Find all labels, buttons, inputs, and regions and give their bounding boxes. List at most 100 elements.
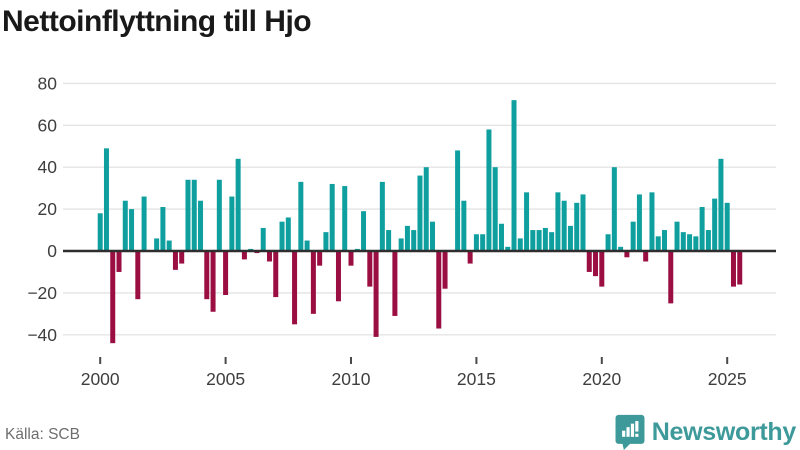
bar-positive	[473, 234, 479, 251]
bar-positive	[417, 175, 423, 251]
bar-positive	[662, 230, 667, 251]
bar-negative	[241, 251, 247, 260]
bar-positive	[724, 202, 730, 251]
y-axis-label: 80	[38, 73, 58, 93]
bar-negative	[335, 251, 341, 302]
y-axis-label: −20	[27, 283, 57, 303]
bar-positive	[580, 194, 586, 252]
y-axis-label: 0	[47, 241, 57, 261]
bar-positive	[103, 148, 109, 251]
chart-title: Nettoinflyttning till Hjo	[2, 5, 312, 38]
bar-positive	[398, 238, 404, 251]
bar-positive	[304, 240, 310, 252]
logo-bubble	[615, 414, 645, 450]
bar-negative	[172, 251, 178, 270]
bar-positive	[561, 200, 567, 251]
bar-negative	[737, 251, 743, 285]
bar-positive	[455, 150, 461, 251]
bar-negative	[204, 251, 210, 300]
bar-negative	[135, 251, 141, 300]
bar-positive	[229, 196, 235, 251]
bar-negative	[223, 251, 229, 295]
bar-positive	[235, 158, 241, 251]
bar-positive	[361, 211, 367, 251]
logo-exclamation-dot	[635, 433, 639, 437]
bar-negative	[317, 251, 323, 266]
x-axis-label: 2010	[332, 369, 371, 389]
bar-negative	[442, 251, 448, 289]
x-axis-label: 2020	[582, 369, 621, 389]
bar-positive	[423, 167, 429, 251]
logo-bar-3	[630, 423, 634, 437]
bar-positive	[542, 227, 548, 251]
bar-positive	[605, 234, 611, 251]
bar-positive	[279, 221, 285, 251]
bar-positive	[185, 179, 191, 251]
x-axis-label: 2000	[81, 369, 120, 389]
bar-positive	[705, 230, 711, 251]
bar-positive	[411, 230, 417, 251]
bar-positive	[216, 179, 222, 251]
bar-positive	[549, 232, 555, 252]
bar-negative	[179, 251, 185, 264]
bar-negative	[643, 251, 649, 262]
bar-negative	[373, 251, 379, 337]
logo-bar-1	[621, 430, 625, 437]
bar-positive	[154, 238, 160, 251]
logo-exclamation-bar	[635, 421, 639, 432]
bar-positive	[97, 213, 103, 251]
bar-negative	[116, 251, 122, 272]
bar-positive	[129, 209, 135, 251]
bar-positive	[574, 202, 580, 251]
bar-positive	[160, 207, 166, 251]
source-caption: Källa: SCB	[5, 426, 80, 443]
bar-positive	[141, 196, 147, 251]
bar-negative	[392, 251, 398, 316]
bar-positive	[674, 221, 680, 251]
bar-positive	[718, 158, 724, 251]
bar-negative	[310, 251, 316, 314]
bar-positive	[555, 192, 561, 251]
bar-positive	[329, 183, 335, 251]
y-axis-label: −40	[27, 325, 57, 345]
bar-negative	[668, 251, 674, 304]
newsworthy-brand: Newsworthy	[615, 414, 796, 450]
bar-negative	[273, 251, 279, 298]
bar-positive	[712, 198, 718, 252]
bar-negative	[348, 251, 354, 266]
bar-positive	[122, 200, 128, 251]
bar-positive	[511, 100, 517, 251]
brand-name: Newsworthy	[651, 417, 797, 446]
bar-positive	[492, 167, 498, 251]
bar-positive	[191, 179, 197, 251]
bar-positive	[480, 234, 486, 251]
bar-positive	[655, 236, 661, 252]
bar-positive	[323, 232, 329, 252]
bar-positive	[636, 194, 642, 252]
bar-negative	[210, 251, 216, 312]
bar-negative	[292, 251, 298, 325]
bar-negative	[467, 251, 473, 264]
x-axis-label: 2005	[206, 369, 245, 389]
bar-negative	[436, 251, 442, 329]
bar-positive	[260, 227, 266, 251]
bar-positive	[649, 192, 655, 251]
bar-positive	[198, 200, 204, 251]
bar-positive	[166, 240, 172, 252]
bar-negative	[110, 251, 116, 344]
bar-positive	[430, 221, 436, 251]
bar-positive	[567, 225, 573, 251]
bar-positive	[524, 192, 530, 251]
bar-negative	[367, 251, 373, 287]
bar-positive	[486, 129, 492, 251]
bar-positive	[687, 234, 693, 251]
bar-negative	[624, 251, 630, 258]
bar-positive	[342, 186, 348, 252]
bar-positive	[386, 230, 392, 251]
y-axis-label: 20	[38, 199, 58, 219]
bar-negative	[586, 251, 592, 272]
bar-positive	[611, 167, 617, 251]
bar-negative	[730, 251, 736, 287]
bar-positive	[498, 223, 504, 251]
